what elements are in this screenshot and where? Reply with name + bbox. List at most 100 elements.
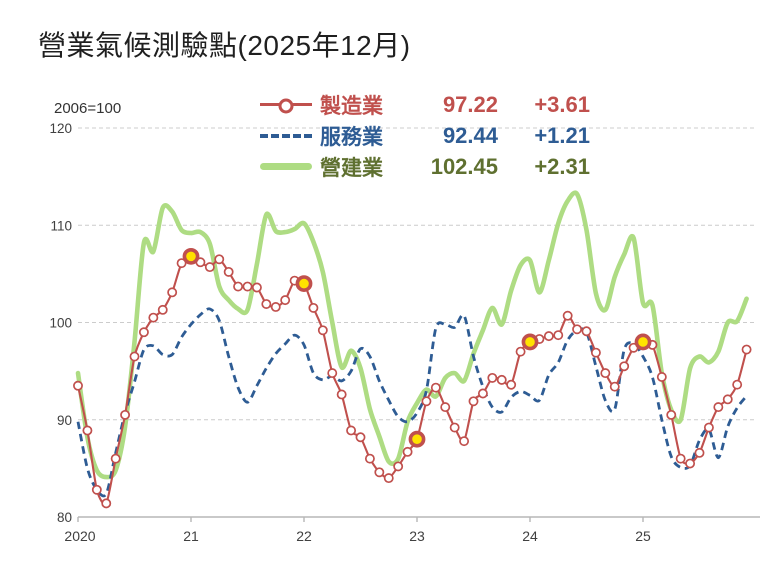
manufacturing-data-point — [393, 461, 404, 472]
legend-change: +1.21 — [534, 122, 590, 148]
manufacturing-data-point — [590, 347, 601, 358]
legend-item-construction: 營建業 102.45 +2.31 — [258, 151, 590, 182]
manufacturing-data-point — [609, 381, 620, 392]
manufacturing-data-point — [402, 446, 413, 457]
x-tick-label: 21 — [183, 528, 199, 544]
manufacturing-line-circle-icon — [258, 98, 314, 114]
y-tick-label: 90 — [57, 413, 72, 428]
manufacturing-data-point — [741, 344, 752, 355]
manufacturing-data-point — [459, 436, 470, 447]
manufacturing-data-point — [101, 498, 112, 509]
legend-change: +3.61 — [534, 91, 590, 117]
manufacturing-data-point — [214, 254, 225, 265]
manufacturing-data-point — [167, 287, 178, 298]
manufacturing-data-point — [374, 467, 385, 478]
legend-value: 92.44 — [442, 122, 498, 148]
manufacturing-data-point — [242, 281, 253, 292]
x-tick-label: 24 — [522, 528, 538, 544]
manufacturing-data-point — [468, 396, 479, 407]
x-tick-label: 25 — [635, 528, 651, 544]
manufacturing-data-point — [619, 361, 630, 372]
manufacturing-data-point — [713, 402, 724, 413]
manufacturing-data-point — [138, 327, 149, 338]
construction-series-line — [75, 190, 749, 480]
y-tick-label: 100 — [49, 316, 72, 331]
manufacturing-data-point — [421, 396, 432, 407]
y-tick-label: 110 — [50, 218, 72, 233]
manufacturing-data-point — [487, 372, 498, 383]
manufacturing-data-point — [355, 432, 366, 443]
manufacturing-data-point — [496, 374, 507, 385]
manufacturing-highlight-point — [295, 275, 313, 292]
manufacturing-data-point — [666, 409, 677, 420]
manufacturing-data-point — [383, 473, 394, 484]
manufacturing-data-point — [336, 389, 347, 400]
manufacturing-highlight-point — [408, 430, 426, 448]
chart-title: 營業氣候測驗點(2025年12月) — [38, 30, 411, 61]
manufacturing-data-point — [82, 425, 93, 436]
manufacturing-data-point — [675, 453, 686, 464]
manufacturing-data-point — [327, 368, 338, 379]
legend-label: 服務業 — [320, 125, 383, 149]
manufacturing-data-point — [656, 372, 667, 382]
manufacturing-highlight-point — [182, 247, 200, 265]
manufacturing-data-point — [251, 282, 262, 293]
manufacturing-data-point — [73, 380, 83, 391]
manufacturing-data-point — [732, 379, 743, 390]
manufacturing-data-point — [515, 346, 526, 357]
manufacturing-data-point — [553, 330, 564, 341]
manufacturing-data-point — [685, 458, 696, 469]
manufacturing-data-point — [317, 325, 328, 336]
manufacturing-data-point — [129, 351, 140, 362]
y-tick-label: 120 — [49, 121, 72, 136]
manufacturing-data-point — [581, 326, 592, 337]
manufacturing-data-point — [562, 310, 573, 321]
legend-label: 營建業 — [320, 156, 383, 180]
manufacturing-data-point — [176, 258, 187, 269]
manufacturing-highlight-point — [521, 333, 539, 351]
manufacturing-data-point — [722, 394, 733, 405]
manufacturing-data-point — [703, 422, 714, 433]
chart-legend: 製造業 97.22 +3.61 服務業 92.44 +1.21 營建業 102.… — [258, 89, 590, 182]
legend-item-services: 服務業 92.44 +1.21 — [258, 120, 590, 151]
manufacturing-data-point — [157, 304, 168, 315]
manufacturing-data-point — [543, 331, 554, 342]
x-tick-label: 2020 — [64, 528, 95, 544]
services-series-line — [76, 307, 748, 498]
manufacturing-data-point — [506, 379, 517, 390]
legend-value: 97.22 — [442, 91, 498, 117]
manufacturing-data-point — [449, 422, 460, 433]
manufacturing-data-point — [261, 299, 272, 309]
manufacturing-data-point — [223, 266, 234, 277]
manufacturing-data-point — [91, 484, 102, 495]
manufacturing-data-point — [148, 312, 159, 323]
manufacturing-data-point — [430, 382, 441, 393]
manufacturing-data-point — [694, 447, 705, 458]
y-tick-label: 80 — [57, 510, 72, 525]
manufacturing-series-line — [76, 255, 748, 506]
manufacturing-highlight-point — [634, 333, 652, 351]
manufacturing-data-point — [308, 302, 319, 313]
manufacturing-data-point — [572, 324, 583, 335]
legend-item-manufacturing: 製造業 97.22 +3.61 — [258, 89, 590, 120]
manufacturing-data-point — [280, 295, 291, 306]
manufacturing-data-point — [110, 453, 121, 464]
manufacturing-data-point — [440, 402, 451, 413]
construction-thick-line-icon — [258, 163, 314, 170]
manufacturing-data-point — [346, 425, 357, 436]
x-tick-label: 23 — [409, 528, 425, 544]
x-tick-label: 22 — [296, 528, 312, 544]
manufacturing-data-point — [600, 368, 611, 379]
legend-label: 製造業 — [320, 94, 383, 118]
manufacturing-data-point — [120, 409, 131, 420]
legend-change: +2.31 — [534, 153, 590, 179]
axis-base-note: 2006=100 — [54, 100, 122, 117]
services-dashed-line-icon — [258, 133, 314, 138]
manufacturing-data-point — [364, 453, 375, 464]
manufacturing-data-point — [477, 388, 488, 399]
manufacturing-data-point — [233, 281, 244, 292]
manufacturing-data-point — [204, 262, 215, 273]
legend-value: 102.45 — [430, 153, 498, 179]
